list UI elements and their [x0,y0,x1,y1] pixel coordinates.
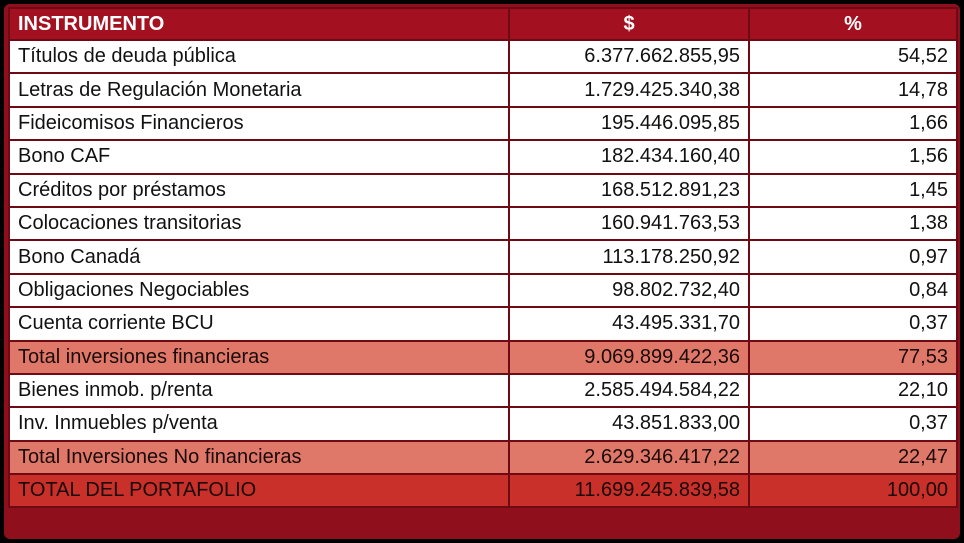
table-row: Bono Canadá 113.178.250,92 0,97 [8,239,958,275]
amount-cell: 1.729.425.340,38 [508,72,750,108]
percent-cell: 1,45 [748,172,958,208]
instrument-cell: Créditos por préstamos [8,172,510,208]
amount-cell: 195.446.095,85 [508,105,750,142]
percent-cell: 22,10 [748,372,958,409]
table-row: Colocaciones transitorias 160.941.763,53… [8,205,958,242]
percent-cell: 1,38 [748,205,958,242]
instrument-cell: Fideicomisos Financieros [8,105,510,142]
instrument-cell: Inv. Inmuebles p/venta [8,406,510,442]
instrument-cell: Colocaciones transitorias [8,205,510,242]
amount-cell: 98.802.732,40 [508,272,750,309]
subtotal-row-non-financial: Total Inversiones No financieras 2.629.3… [8,439,958,476]
instrument-cell: Letras de Regulación Monetaria [8,72,510,108]
table-row: Cuenta corriente BCU 43.495.331,70 0,37 [8,306,958,342]
header-percent: % [748,7,958,41]
amount-cell: 43.495.331,70 [508,306,750,342]
amount-cell: 113.178.250,92 [508,239,750,275]
table-row: Bienes inmob. p/renta 2.585.494.584,22 2… [8,372,958,409]
percent-cell: 22,47 [748,439,958,476]
percent-cell: 1,56 [748,139,958,175]
table-row: Títulos de deuda pública 6.377.662.855,9… [8,38,958,75]
instrument-cell: Bienes inmob. p/renta [8,372,510,409]
table-row: Bono CAF 182.434.160,40 1,56 [8,139,958,175]
subtotal-row-financial: Total inversiones financieras 9.069.899.… [8,339,958,375]
amount-cell: 2.629.346.417,22 [508,439,750,476]
instrument-cell: TOTAL DEL PORTAFOLIO [8,473,510,509]
instrument-cell: Cuenta corriente BCU [8,306,510,342]
instrument-cell: Bono Canadá [8,239,510,275]
amount-cell: 2.585.494.584,22 [508,372,750,409]
table-row: Fideicomisos Financieros 195.446.095,85 … [8,105,958,142]
amount-cell: 9.069.899.422,36 [508,339,750,375]
percent-cell: 0,97 [748,239,958,275]
table-row: Obligaciones Negociables 98.802.732,40 0… [8,272,958,309]
instrument-cell: Total Inversiones No financieras [8,439,510,476]
percent-cell: 0,84 [748,272,958,309]
amount-cell: 168.512.891,23 [508,172,750,208]
portfolio-table-frame: INSTRUMENTO $ % Títulos de deuda pública… [4,4,960,539]
amount-cell: 6.377.662.855,95 [508,38,750,75]
amount-cell: 11.699.245.839,58 [508,473,750,509]
percent-cell: 0,37 [748,406,958,442]
percent-cell: 54,52 [748,38,958,75]
table-row: Letras de Regulación Monetaria 1.729.425… [8,72,958,108]
amount-cell: 160.941.763,53 [508,205,750,242]
percent-cell: 100,00 [748,473,958,509]
instrument-cell: Bono CAF [8,139,510,175]
percent-cell: 0,37 [748,306,958,342]
instrument-cell: Obligaciones Negociables [8,272,510,309]
instrument-cell: Total inversiones financieras [8,339,510,375]
table-header-row: INSTRUMENTO $ % [8,7,958,41]
amount-cell: 182.434.160,40 [508,139,750,175]
table-row: Inv. Inmuebles p/venta 43.851.833,00 0,3… [8,406,958,442]
table-row: Créditos por préstamos 168.512.891,23 1,… [8,172,958,208]
percent-cell: 1,66 [748,105,958,142]
percent-cell: 77,53 [748,339,958,375]
grand-total-row: TOTAL DEL PORTAFOLIO 11.699.245.839,58 1… [8,473,958,509]
portfolio-table: INSTRUMENTO $ % Títulos de deuda pública… [8,7,958,509]
instrument-cell: Títulos de deuda pública [8,38,510,75]
percent-cell: 14,78 [748,72,958,108]
header-amount: $ [508,7,750,41]
header-instrument: INSTRUMENTO [8,7,510,41]
amount-cell: 43.851.833,00 [508,406,750,442]
